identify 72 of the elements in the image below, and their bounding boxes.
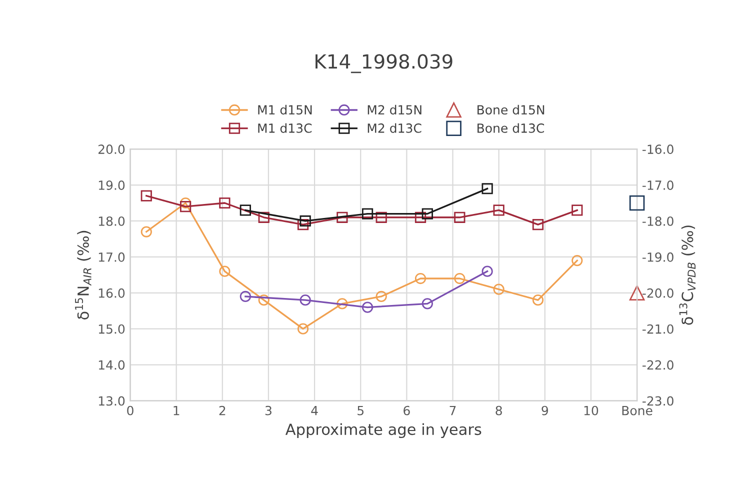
point xyxy=(336,298,348,310)
legend-label: M2 d15N xyxy=(368,104,422,115)
y-tick-label: 15.0 xyxy=(98,324,125,334)
y-tick-label: 20.0 xyxy=(98,144,125,154)
y2-tick-label: -20.0 xyxy=(642,288,674,298)
point xyxy=(572,204,583,216)
legend-label: M2 d13C xyxy=(368,123,422,133)
x-tick-label: 4 xyxy=(311,406,318,416)
point xyxy=(532,219,544,230)
point xyxy=(300,294,311,306)
point xyxy=(493,204,504,216)
point xyxy=(180,201,192,212)
x-tick-label: 10 xyxy=(584,406,598,416)
y2-tick-label: -18.0 xyxy=(642,216,674,226)
point xyxy=(376,290,387,302)
point xyxy=(454,272,466,284)
x-tick-label: 0 xyxy=(127,406,134,416)
point xyxy=(414,212,426,223)
point xyxy=(219,266,230,277)
point xyxy=(219,197,230,209)
point xyxy=(572,254,583,266)
point xyxy=(482,266,493,277)
y2-tick-label: -19.0 xyxy=(642,252,674,262)
x-tick-label: 7 xyxy=(450,406,456,416)
y2-tick-label: -17.0 xyxy=(642,180,674,190)
y-tick-label: 16.0 xyxy=(98,288,125,298)
y2-tick-label: -16.0 xyxy=(642,144,674,154)
y2-tick-label: -21.0 xyxy=(642,324,674,334)
y-tick-label: 14.0 xyxy=(98,360,125,370)
point xyxy=(422,298,433,310)
point xyxy=(240,290,251,302)
x-tick-label: 2 xyxy=(219,406,226,416)
x-tick-label: 8 xyxy=(496,406,502,416)
y-tick-label: 13.0 xyxy=(98,396,125,406)
x-tick-label: 9 xyxy=(542,406,548,416)
point xyxy=(258,212,270,223)
point xyxy=(532,294,544,306)
point xyxy=(140,190,152,202)
point xyxy=(297,219,309,230)
point xyxy=(258,294,270,306)
y2-axis-title: δ$^{13}$C$_{VPDB}$ (‰) xyxy=(679,226,696,325)
point xyxy=(629,195,645,211)
y2-tick-label: -23.0 xyxy=(642,396,674,406)
y-tick-label: 17.0 xyxy=(98,252,125,262)
legend-label: M1 d15N xyxy=(258,104,312,115)
y-tick-label: 19.0 xyxy=(98,180,125,190)
point xyxy=(336,212,348,223)
y-tick-label: 18.0 xyxy=(98,216,125,226)
y-axis-title: δ$^{15}$N$_{AIR}$ (‰) xyxy=(75,230,92,320)
point xyxy=(140,226,152,238)
x-tick-label: Bone xyxy=(622,406,652,416)
x-tick-label: 3 xyxy=(265,406,272,416)
legend-label: Bone d15N xyxy=(478,104,544,115)
x-tick-label: 5 xyxy=(358,406,364,416)
point xyxy=(297,323,309,334)
point xyxy=(454,212,466,223)
legend-label: M1 d13C xyxy=(258,123,312,133)
point xyxy=(240,204,251,216)
legend-label: Bone d13C xyxy=(478,123,544,133)
point xyxy=(493,284,504,295)
point xyxy=(482,183,493,194)
y2-tick-label: -22.0 xyxy=(642,360,674,370)
chart-title: K14_1998.039 xyxy=(316,54,452,74)
point xyxy=(300,215,311,227)
x-tick-label: 1 xyxy=(174,406,180,416)
x-axis-title: Approximate age in years xyxy=(285,423,482,438)
x-tick-label: 6 xyxy=(404,406,410,416)
point xyxy=(362,208,374,220)
point xyxy=(362,302,374,313)
point xyxy=(422,208,433,220)
point xyxy=(376,212,387,223)
point xyxy=(414,272,426,284)
